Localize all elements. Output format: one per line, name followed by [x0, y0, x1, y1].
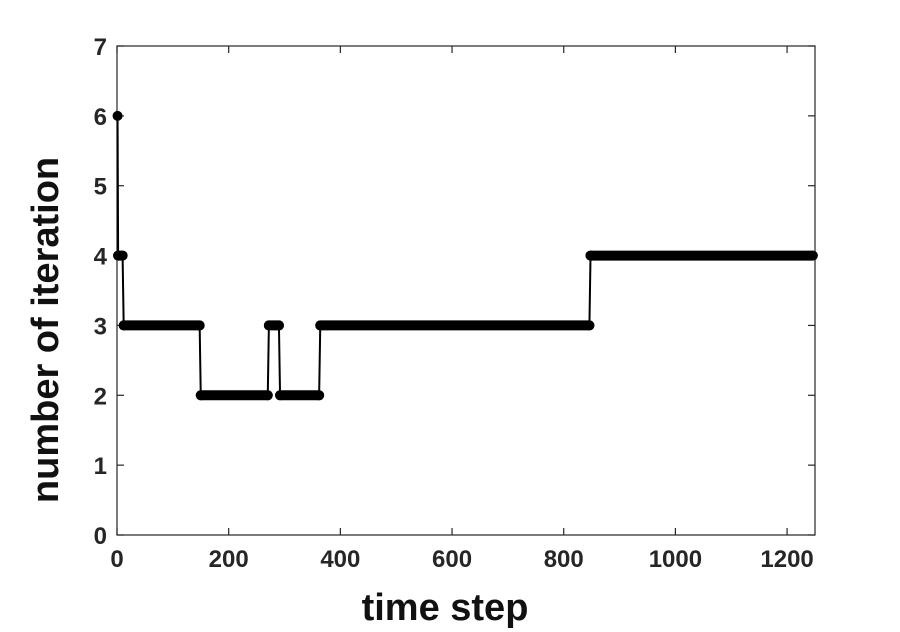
- y-tick-label: 1: [94, 453, 107, 480]
- y-tick-label: 0: [94, 523, 107, 550]
- y-tick-label: 2: [94, 383, 107, 410]
- x-tick-label: 400: [320, 546, 360, 573]
- x-tick-label: 1000: [649, 546, 702, 573]
- marker: [273, 320, 284, 331]
- marker: [275, 390, 286, 401]
- plot-frame: [116, 45, 816, 536]
- x-tick-label: 600: [432, 546, 472, 573]
- marker: [263, 320, 274, 331]
- marker: [807, 250, 818, 261]
- y-tick-label: 5: [94, 174, 107, 201]
- marker: [314, 390, 325, 401]
- y-tick-label: 4: [94, 244, 108, 271]
- marker: [585, 250, 596, 261]
- marker: [195, 390, 206, 401]
- x-axis-label: time step: [362, 587, 529, 629]
- marker: [118, 320, 129, 331]
- x-tick-label: 0: [110, 546, 123, 573]
- x-tick-label: 1200: [760, 546, 813, 573]
- y-tick-label: 3: [94, 313, 107, 340]
- x-tick-label: 200: [209, 546, 249, 573]
- y-tick-label: 7: [94, 34, 107, 61]
- marker: [315, 320, 326, 331]
- marker: [584, 320, 595, 331]
- y-tick-label: 6: [94, 104, 107, 131]
- marker: [262, 390, 273, 401]
- marker: [112, 110, 123, 121]
- y-axis-label: number of iteration: [25, 157, 67, 503]
- marker: [117, 250, 128, 261]
- marker: [194, 320, 205, 331]
- x-tick-label: 800: [544, 546, 584, 573]
